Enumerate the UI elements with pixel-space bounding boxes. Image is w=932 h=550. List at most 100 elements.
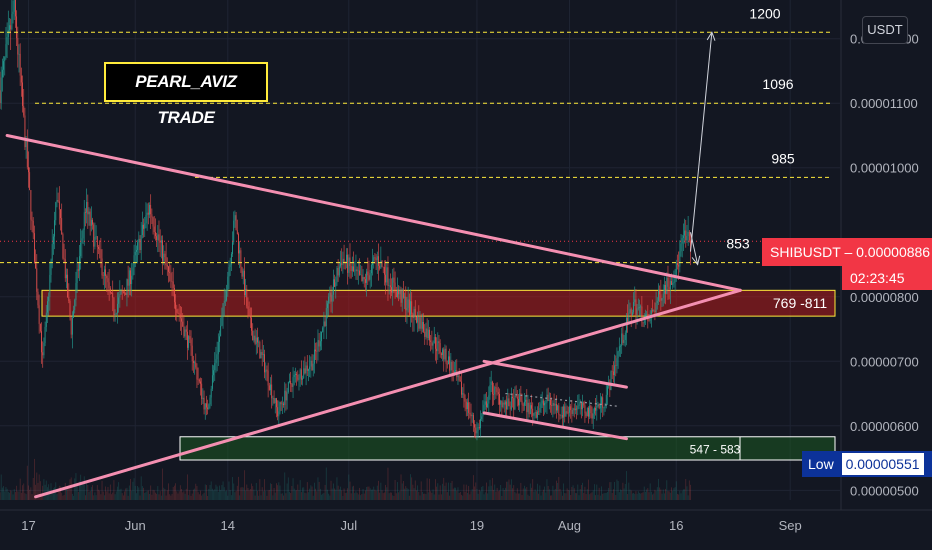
candle-body [220,325,222,337]
candle-body [392,277,394,293]
volume-bar [66,487,67,500]
candle-body [662,293,664,299]
candle-body [287,382,289,393]
candle-body [347,254,349,273]
volume-bar [284,472,286,500]
volume-bar [134,485,136,500]
currency-selector[interactable]: USDT [862,16,908,44]
volume-bar [376,485,378,500]
volume-bar [279,485,281,500]
candle-body [446,363,448,365]
candle-body [1,69,3,78]
candle-body [518,398,519,406]
candle-body [126,279,128,296]
candle-body [336,267,338,283]
candle-body [83,212,85,230]
volume-bar [88,491,90,500]
volume-bar [624,484,626,500]
volume-bar [471,489,473,500]
volume-bar [310,485,312,500]
volume-bar [356,492,358,500]
candle-body [442,349,443,355]
candle-body [391,287,392,293]
candle-body [557,405,559,411]
volume-bar [572,485,574,500]
candle-body [675,262,677,278]
candle-body [445,348,447,364]
candle-body [427,329,429,339]
candle-body [542,400,544,406]
candle-body [383,267,385,275]
candle-body [628,312,630,323]
volume-bar [659,487,661,500]
volume-bar [521,495,523,500]
candle-body [591,413,593,419]
candle-body [68,297,70,301]
volume-bar [639,492,640,500]
candle-body [242,270,244,277]
candle-body [481,416,483,420]
candle-body [266,369,268,371]
volume-bar [210,481,212,500]
volume-bar [191,493,193,500]
candle-body [49,274,51,297]
candle-body [173,288,175,303]
candle-body [23,105,25,116]
candle-body [66,274,67,279]
candle-body [561,415,563,418]
candle-body [443,349,445,360]
candle-body [590,405,592,414]
volume-bar [83,476,85,500]
volume-bar [190,495,192,500]
candle-body [674,277,676,283]
time-axis[interactable]: 17 Jun 14 Jul 19 Aug 16 Sep [0,509,932,533]
volume-bar [596,484,598,500]
volume-bar [3,486,4,500]
volume-bar [416,490,417,500]
volume-bar [159,491,161,500]
candle-body [108,282,110,289]
candle-body [361,274,363,282]
x-tick-label: Jun [125,518,146,533]
volume-bar [507,481,509,500]
candle-body [71,317,73,335]
candle-body [501,400,503,408]
volume-bar [246,484,248,500]
candle-body [51,244,53,261]
candle-body [516,396,518,399]
volume-bar [626,471,627,500]
volume-bar [348,474,350,500]
volume-bar [350,493,352,500]
candle-body [617,351,619,359]
candle-body [420,317,422,329]
candle-body [648,320,650,322]
candle-body [578,404,580,406]
candle-body [39,323,41,332]
volume-bar [438,494,440,500]
volume-bar [388,493,390,500]
candle-body [194,362,195,364]
volume-bar [545,492,547,500]
candle-body [513,398,515,410]
volume-bar [418,491,420,500]
volume-bar [265,490,267,500]
candle-body [646,313,648,315]
volume-bar [215,484,217,500]
volume-bar [477,493,479,500]
volume-bar [324,484,326,500]
volume-bar [95,495,97,500]
volume-bar [490,485,492,500]
volume-bar [553,490,555,500]
volume-bar [10,490,12,500]
volume-bar [330,480,332,500]
candle-body [684,230,685,236]
volume-bar [122,495,124,500]
candle-body [321,331,322,342]
candle-body [150,204,152,215]
candle-body [115,313,117,314]
candle-body [624,332,626,341]
volume-bar [315,488,317,500]
candle-body [476,430,478,434]
candle-body [50,260,52,275]
